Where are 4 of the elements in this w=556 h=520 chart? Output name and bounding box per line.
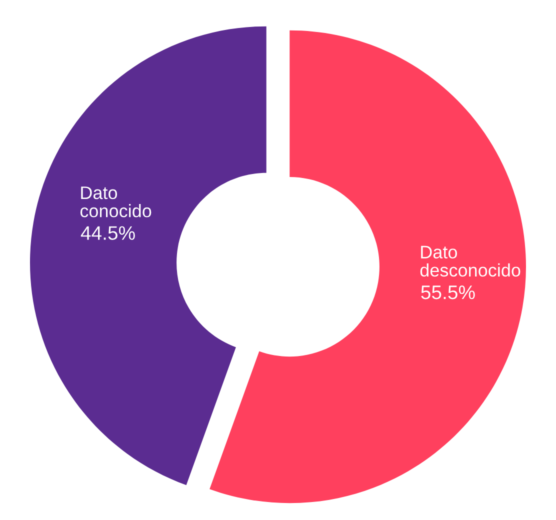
data-label: 44.5% bbox=[80, 226, 135, 240]
slice-label: Dato conocido bbox=[80, 186, 152, 218]
slice-label: Dato desconocido bbox=[420, 246, 520, 277]
data-label: 55.5% bbox=[421, 286, 475, 300]
